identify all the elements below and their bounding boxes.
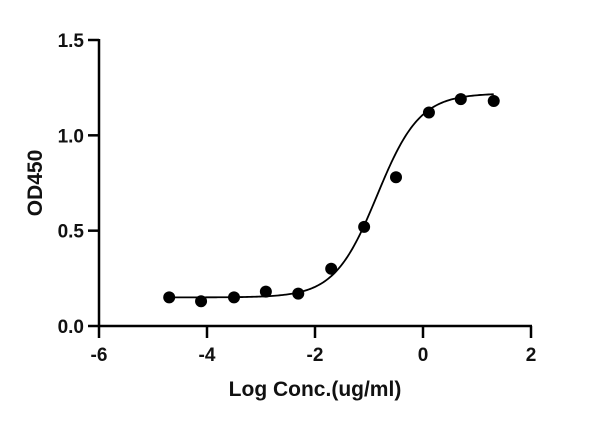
data-point bbox=[292, 287, 305, 300]
y-tick-label: 1.5 bbox=[58, 31, 85, 52]
data-point bbox=[390, 171, 402, 184]
data-point bbox=[325, 262, 338, 275]
y-tick-label: 0.0 bbox=[58, 317, 84, 338]
data-point bbox=[358, 220, 371, 233]
x-tick-label: -6 bbox=[91, 345, 108, 366]
x-tick-label: 2 bbox=[526, 345, 537, 366]
data-point bbox=[259, 285, 272, 298]
x-tick-label: -2 bbox=[307, 345, 324, 366]
data-point bbox=[487, 95, 500, 108]
data-points bbox=[163, 93, 500, 308]
y-tick-label: 1.0 bbox=[58, 126, 84, 147]
x-axis-title: Log Conc.(ug/ml) bbox=[229, 378, 402, 401]
fit-curve bbox=[169, 93, 494, 299]
data-point bbox=[422, 106, 435, 119]
data-point bbox=[228, 291, 240, 304]
x-tick-label: 0 bbox=[418, 345, 429, 366]
y-axis-ticks: 0.0 0.5 1.0 1.5 bbox=[58, 31, 99, 338]
x-tick-label: -4 bbox=[199, 345, 216, 366]
data-point bbox=[195, 295, 208, 308]
y-tick-label: 0.5 bbox=[58, 222, 85, 243]
x-axis-ticks: -6 -4 -2 0 2 bbox=[91, 326, 537, 366]
data-point bbox=[454, 93, 467, 106]
data-point bbox=[163, 291, 176, 304]
y-axis-title: OD450 bbox=[24, 150, 47, 217]
